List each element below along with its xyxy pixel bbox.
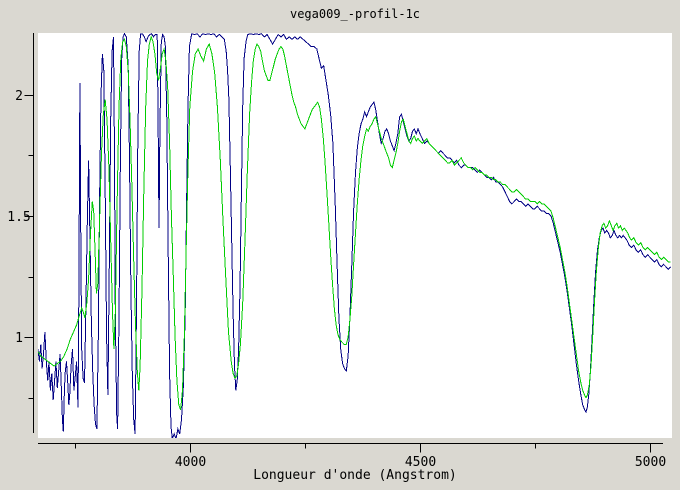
y-tick-label: 1.5 xyxy=(7,210,30,225)
x-tick-label: 4000 xyxy=(175,455,206,470)
x-axis-title: Longueur d'onde (Angstrom) xyxy=(253,468,457,483)
plot-title: vega009_-profil-1c xyxy=(289,7,421,21)
axes xyxy=(24,33,663,453)
y-tick-label: 2 xyxy=(15,89,23,104)
x-tick-label: 4500 xyxy=(405,455,436,470)
y-tick-label: 1 xyxy=(15,331,23,346)
x-tick-label: 5000 xyxy=(635,455,666,470)
spectrum-curve-green xyxy=(38,35,671,410)
